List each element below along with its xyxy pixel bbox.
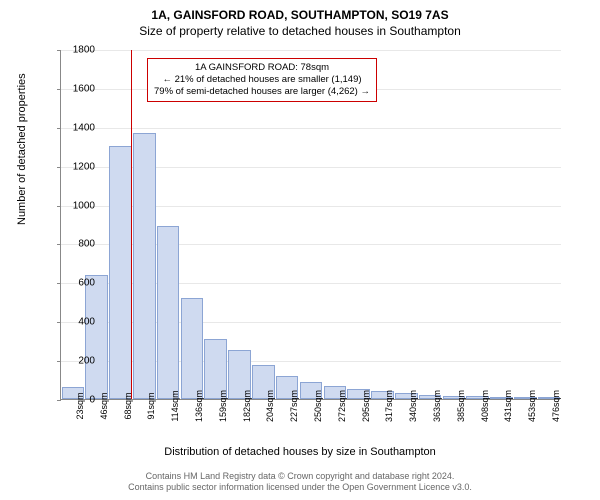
xtick-label: 453sqm: [527, 390, 537, 422]
xtick-label: 317sqm: [384, 390, 394, 422]
ytick-label: 200: [78, 356, 95, 367]
chart-title-1: 1A, GAINSFORD ROAD, SOUTHAMPTON, SO19 7A…: [0, 0, 600, 22]
ytick-label: 1200: [73, 161, 95, 172]
xtick-label: 46sqm: [99, 392, 109, 419]
xtick-label: 23sqm: [75, 392, 85, 419]
xtick-label: 408sqm: [480, 390, 490, 422]
histogram-bar: [109, 146, 132, 399]
ytick-mark: [57, 244, 61, 245]
annotation-line-2: ← 21% of detached houses are smaller (1,…: [154, 74, 370, 86]
annotation-line-3: 79% of semi-detached houses are larger (…: [154, 86, 370, 98]
ytick-label: 1000: [73, 200, 95, 211]
annotation-box: 1A GAINSFORD ROAD: 78sqm ← 21% of detach…: [147, 58, 377, 102]
xtick-label: 136sqm: [194, 390, 204, 422]
reference-line: [131, 50, 132, 399]
xtick-label: 431sqm: [503, 390, 513, 422]
ytick-label: 0: [89, 395, 95, 406]
xtick-label: 250sqm: [313, 390, 323, 422]
ytick-label: 600: [78, 278, 95, 289]
xtick-label: 227sqm: [289, 390, 299, 422]
histogram-bar: [133, 133, 156, 399]
ytick-label: 1600: [73, 83, 95, 94]
ytick-mark: [57, 400, 61, 401]
histogram-bar: [85, 275, 108, 399]
ytick-label: 400: [78, 317, 95, 328]
xtick-label: 159sqm: [218, 390, 228, 422]
xtick-label: 204sqm: [265, 390, 275, 422]
xtick-label: 272sqm: [337, 390, 347, 422]
ytick-mark: [57, 167, 61, 168]
xtick-label: 182sqm: [242, 390, 252, 422]
chart-area: 1A GAINSFORD ROAD: 78sqm ← 21% of detach…: [60, 50, 560, 400]
xtick-label: 295sqm: [361, 390, 371, 422]
ytick-mark: [57, 89, 61, 90]
chart-title-2: Size of property relative to detached ho…: [0, 22, 600, 38]
x-axis-label: Distribution of detached houses by size …: [0, 446, 600, 458]
ytick-mark: [57, 283, 61, 284]
xtick-label: 385sqm: [456, 390, 466, 422]
ytick-mark: [57, 361, 61, 362]
ytick-label: 1400: [73, 122, 95, 133]
ytick-label: 1800: [73, 45, 95, 56]
plot-region: 1A GAINSFORD ROAD: 78sqm ← 21% of detach…: [60, 50, 560, 400]
xtick-label: 91sqm: [146, 392, 156, 419]
ytick-mark: [57, 322, 61, 323]
xtick-label: 476sqm: [551, 390, 561, 422]
ytick-label: 800: [78, 239, 95, 250]
ytick-mark: [57, 128, 61, 129]
ytick-mark: [57, 206, 61, 207]
xtick-label: 363sqm: [432, 390, 442, 422]
gridline: [61, 128, 561, 129]
xtick-label: 114sqm: [170, 390, 180, 421]
annotation-line-1: 1A GAINSFORD ROAD: 78sqm: [154, 62, 370, 74]
footer-line-2: Contains public sector information licen…: [0, 482, 600, 494]
footer-attribution: Contains HM Land Registry data © Crown c…: [0, 471, 600, 494]
gridline: [61, 50, 561, 51]
xtick-label: 340sqm: [408, 390, 418, 422]
footer-line-1: Contains HM Land Registry data © Crown c…: [0, 471, 600, 483]
histogram-bar: [157, 226, 180, 399]
histogram-bar: [181, 298, 204, 399]
y-axis-label: Number of detached properties: [16, 73, 28, 225]
ytick-mark: [57, 50, 61, 51]
